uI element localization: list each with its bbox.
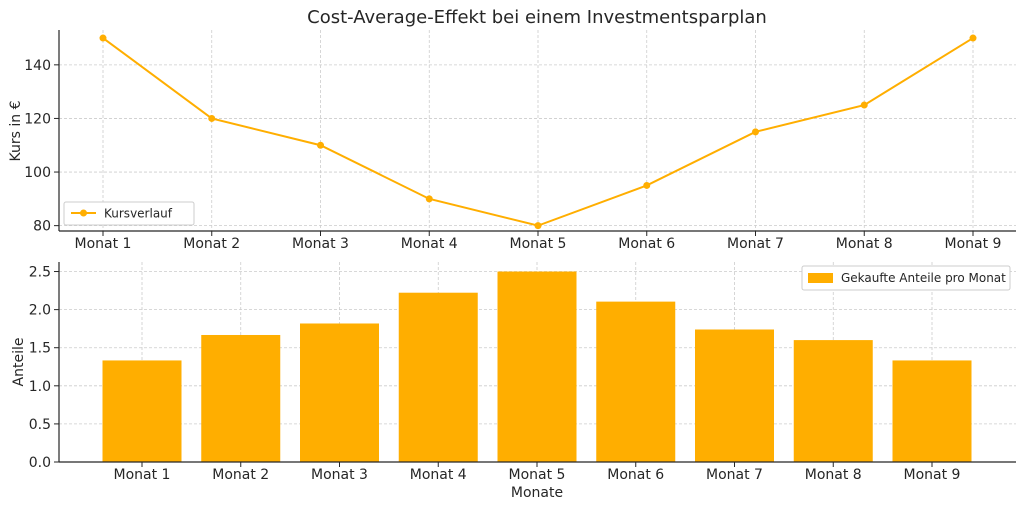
shares-bar [596,301,676,462]
line-x-tick-label: Monat 6 [618,236,675,252]
line-chart-grid [59,30,1016,231]
line-y-tick-label: 100 [24,165,51,181]
bar-x-tick-label: Monat 4 [410,467,467,483]
chart-title: Cost-Average-Effekt bei einem Investment… [307,7,767,28]
bar-chart-x-ticks: Monat 1 Monat 2 Monat 3 Monat 4 Monat 5 Monat… [114,462,961,483]
bar-y-tick-label: 0.0 [29,455,51,471]
line-x-tick-label: Monat 5 [510,236,567,252]
kursverlauf-point [969,34,977,42]
line-x-tick-label: Monat 2 [183,236,240,252]
shares-bar-chart: Anteile 0.00.51.01.52.02.5 Monat 1 Monat … [11,262,1016,501]
bar-chart-legend: Gekaufte Anteile pro Monat [801,265,1011,291]
kursverlauf-points [99,34,977,230]
line-chart-x-ticks: Monat 1 Monat 2 Monat 3 Monat 4 Monat 5 Monat… [75,231,1002,252]
kursverlauf-point [860,101,868,109]
line-chart-legend: Kursverlauf [63,201,195,226]
bar-x-tick-label: Monat 3 [311,467,368,483]
line-y-tick-label: 120 [24,111,51,127]
bar-x-tick-label: Monat 1 [114,467,171,483]
bar-x-tick-label: Monat 2 [212,467,269,483]
bar-chart-xlabel: Monate [511,485,563,501]
shares-bar [398,292,478,462]
kursverlauf-point [317,141,324,149]
kursverlauf-point [643,181,651,189]
legend-line-marker [80,209,87,217]
kursverlauf-point [534,222,542,230]
line-x-tick-label: Monat 3 [292,236,349,252]
line-y-tick-label: 80 [33,219,51,235]
shares-bar [201,334,281,462]
kursverlauf-point [425,195,433,203]
line-x-tick-label: Monat 7 [727,236,784,252]
kursverlauf-point [752,128,759,136]
line-x-tick-label: Monat 8 [836,236,893,252]
bar-y-tick-label: 1.0 [29,379,51,395]
bar-x-tick-label: Monat 9 [904,467,961,483]
line-x-tick-label: Monat 9 [945,236,1002,252]
legend-line-label: Kursverlauf [104,207,173,221]
line-x-tick-label: Monat 1 [75,236,132,252]
bar-y-tick-label: 1.5 [29,341,51,357]
shares-bar [102,360,182,462]
bar-x-tick-label: Monat 8 [805,467,862,483]
bar-x-tick-label: Monat 7 [706,467,763,483]
line-chart-ylabel: Kurs in € [8,101,24,162]
kursverlauf-point [208,114,216,122]
bar-x-tick-label: Monat 6 [607,467,664,483]
bar-y-tick-label: 0.5 [29,417,51,433]
bar-y-tick-label: 2.0 [29,303,51,319]
line-y-tick-label: 140 [24,58,51,74]
bar-chart-ylabel: Anteile [11,338,27,387]
line-chart-y-ticks: 80 100 120 140 [24,58,59,235]
bar-y-tick-label: 2.5 [29,265,51,281]
shares-bar [892,360,972,462]
shares-bar [695,329,774,462]
bar-x-tick-label: Monat 5 [509,467,566,483]
bar-chart-bars [102,271,972,462]
kursverlauf-point [99,34,107,42]
shares-bar [497,271,577,462]
legend-bar-label: Gekaufte Anteile pro Monat [841,271,1006,285]
shares-bar [300,323,379,462]
bar-chart-y-ticks: 0.0 0.5 1.0 1.5 2.0 2.5 [29,265,59,471]
shares-bar [793,340,873,462]
line-x-tick-label: Monat 4 [401,236,458,252]
legend-bar-swatch [808,273,833,283]
